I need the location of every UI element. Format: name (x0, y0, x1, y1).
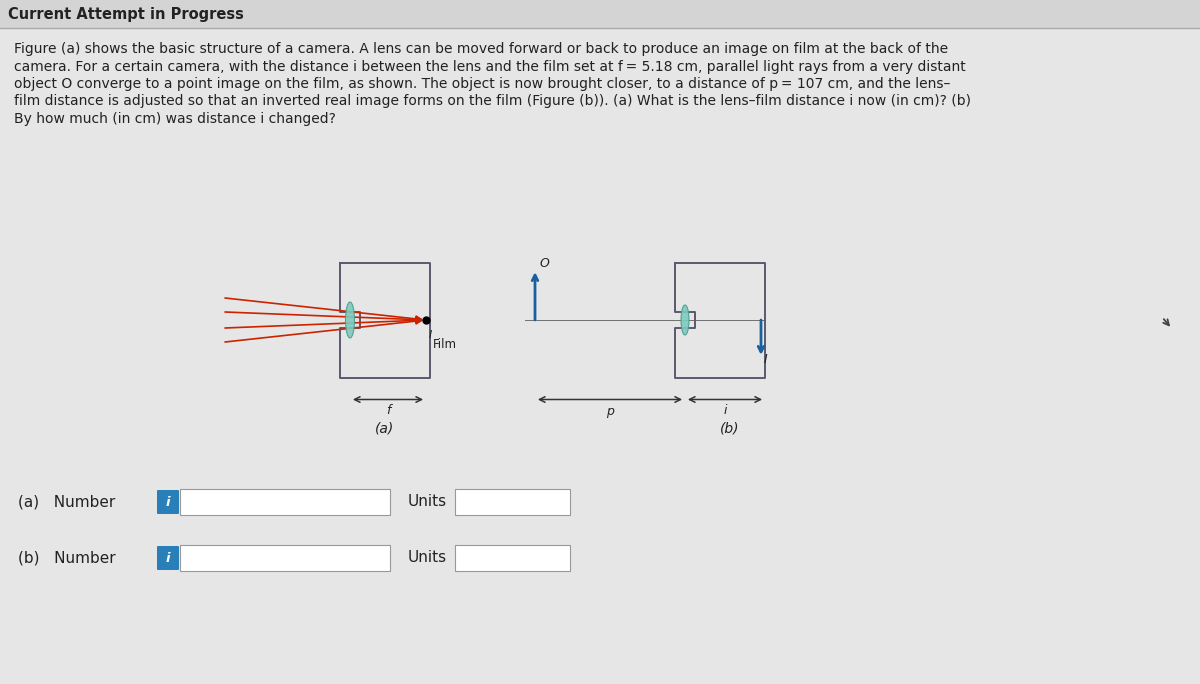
Text: i: i (724, 404, 727, 417)
Ellipse shape (346, 302, 354, 338)
FancyBboxPatch shape (157, 546, 179, 570)
Text: Units: Units (408, 495, 448, 510)
Text: I: I (764, 353, 768, 366)
Text: By how much (in cm) was distance i changed?: By how much (in cm) was distance i chang… (14, 112, 336, 126)
Text: Film: Film (433, 338, 457, 351)
Text: film distance is adjusted so that an inverted real image forms on the film (Figu: film distance is adjusted so that an inv… (14, 94, 971, 109)
Text: camera. For a certain camera, with the distance i between the lens and the film : camera. For a certain camera, with the d… (14, 60, 966, 73)
Bar (180, 489, 390, 515)
Bar (180, 545, 390, 571)
Text: (b)   Number: (b) Number (18, 551, 115, 566)
Text: f: f (386, 404, 390, 417)
Bar (0, 0, 1200, 28)
Text: Figure (a) shows the basic structure of a camera. A lens can be moved forward or: Figure (a) shows the basic structure of … (14, 42, 948, 56)
Ellipse shape (682, 305, 689, 335)
Text: (a): (a) (376, 421, 395, 436)
Text: Units: Units (408, 551, 448, 566)
Bar (455, 489, 570, 515)
Text: (a)   Number: (a) Number (18, 495, 115, 510)
Text: (b): (b) (720, 421, 739, 436)
Text: O: O (539, 257, 548, 270)
Text: object O converge to a point image on the film, as shown. The object is now brou: object O converge to a point image on th… (14, 77, 950, 91)
Text: i: i (166, 551, 170, 564)
Text: i: i (166, 495, 170, 508)
Text: v: v (551, 553, 559, 566)
Text: p: p (606, 404, 614, 417)
Text: I: I (430, 330, 432, 340)
FancyBboxPatch shape (157, 490, 179, 514)
Text: v: v (551, 497, 559, 510)
Text: Current Attempt in Progress: Current Attempt in Progress (8, 7, 244, 21)
Bar (455, 545, 570, 571)
